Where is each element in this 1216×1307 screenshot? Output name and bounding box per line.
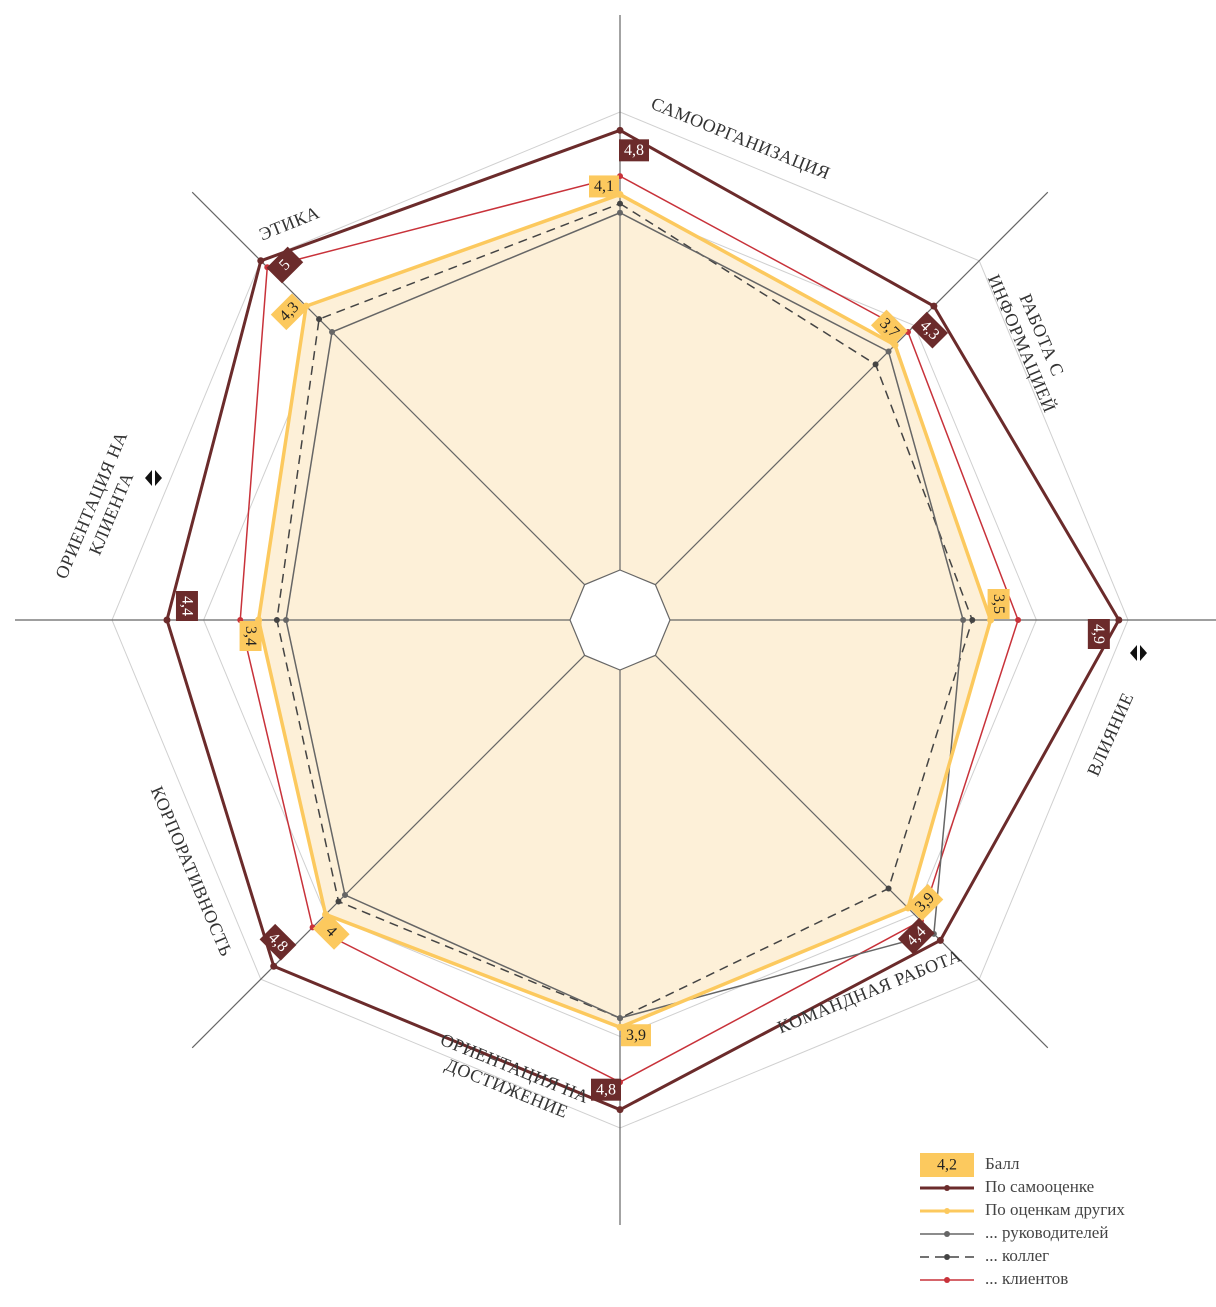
series-point bbox=[969, 617, 976, 623]
center-hole bbox=[569, 569, 671, 671]
series-line bbox=[276, 202, 974, 1019]
value-label: 4,1 bbox=[589, 175, 619, 198]
series-point bbox=[617, 200, 623, 207]
value-label-text: 4,4 bbox=[178, 596, 195, 616]
value-label: 4,8 bbox=[259, 923, 297, 961]
axis-label: КОРПОРАТИВНОСТЬ bbox=[147, 783, 237, 959]
value-label: 4 bbox=[312, 913, 350, 950]
series-point bbox=[616, 126, 624, 134]
legend-label: По самооценке bbox=[985, 1177, 1094, 1196]
series-point bbox=[617, 209, 623, 216]
value-label-box bbox=[270, 293, 308, 331]
value-label-box bbox=[591, 1078, 621, 1101]
series-point bbox=[1015, 617, 1022, 623]
value-label: 3,9 bbox=[621, 1024, 651, 1047]
value-label-box bbox=[870, 309, 908, 347]
axis-label: ОРИЕНТАЦИЯ НАКЛИЕНТА bbox=[51, 428, 151, 590]
value-label-box bbox=[621, 1024, 651, 1047]
legend-dot bbox=[944, 1208, 950, 1214]
value-label: 4,4 bbox=[175, 591, 198, 621]
value-label: 3,9 bbox=[906, 883, 944, 921]
series-point bbox=[1115, 616, 1123, 624]
series-point bbox=[930, 302, 938, 310]
value-label-box bbox=[589, 175, 619, 198]
legend-sample: 4,2 bbox=[937, 1157, 957, 1174]
value-label-box bbox=[1087, 619, 1110, 649]
series-point bbox=[872, 361, 879, 368]
series-point bbox=[273, 617, 280, 623]
value-label: 3,4 bbox=[239, 621, 262, 651]
value-label: 4,4 bbox=[897, 917, 935, 955]
value-label: 4,8 bbox=[619, 139, 649, 162]
value-label-text: 3,9 bbox=[626, 1027, 646, 1044]
value-label-box bbox=[987, 589, 1010, 619]
series-point bbox=[617, 1015, 623, 1022]
series-point bbox=[283, 617, 290, 623]
sort-icon bbox=[145, 470, 1147, 661]
series-point bbox=[936, 936, 944, 944]
legend-label: ... руководителей bbox=[985, 1223, 1108, 1242]
axis-label: ЭТИКА bbox=[256, 202, 322, 244]
legend-label: ... клиентов bbox=[985, 1269, 1068, 1288]
axis-label: САМООРГАНИЗАЦИЯ bbox=[648, 93, 833, 183]
value-label-text: 4,9 bbox=[1090, 624, 1107, 644]
legend-dot bbox=[944, 1185, 950, 1191]
value-label-box bbox=[897, 917, 935, 955]
value-label-box bbox=[312, 913, 350, 950]
value-label-text: 3,4 bbox=[242, 626, 259, 646]
series-point bbox=[335, 898, 342, 905]
value-label: 4,3 bbox=[911, 311, 949, 349]
axis-label: ВЛИЯНИЕ bbox=[1083, 690, 1137, 779]
series-point bbox=[270, 962, 278, 970]
value-label-box bbox=[239, 621, 262, 651]
axis-label: РАБОТА СИНФОРМАЦИЕЙ bbox=[984, 263, 1080, 415]
value-label-box bbox=[911, 311, 949, 349]
value-label: 3,5 bbox=[987, 589, 1010, 619]
series-point bbox=[885, 348, 892, 355]
legend-label: По оценкам других bbox=[985, 1200, 1125, 1219]
value-label-box bbox=[619, 139, 649, 162]
value-label-text: 4,8 bbox=[624, 142, 644, 159]
series-point bbox=[616, 1106, 624, 1114]
value-label-text: 4,8 bbox=[596, 1081, 616, 1098]
value-label-box bbox=[259, 923, 297, 961]
legend-swatch bbox=[920, 1153, 974, 1177]
value-label-box bbox=[266, 246, 304, 284]
legend-label: Балл bbox=[985, 1154, 1020, 1173]
series-point bbox=[885, 885, 892, 892]
legend-dot bbox=[944, 1277, 950, 1283]
axis-spoke bbox=[191, 654, 586, 1049]
value-label: 4,8 bbox=[591, 1078, 621, 1101]
value-label-text: 4,1 bbox=[594, 178, 614, 195]
legend-dot bbox=[944, 1231, 950, 1237]
value-label-text: 3,5 bbox=[990, 594, 1007, 614]
value-label-box bbox=[906, 883, 944, 921]
axis-label: КОМАНДНАЯ РАБОТА bbox=[775, 945, 965, 1037]
value-label: 4,9 bbox=[1087, 619, 1110, 649]
legend-label: ... коллег bbox=[985, 1246, 1049, 1265]
axis-spoke bbox=[654, 191, 1049, 586]
series-point bbox=[316, 316, 323, 323]
series-point bbox=[257, 257, 265, 265]
series-point bbox=[329, 329, 336, 336]
axis-spoke bbox=[654, 654, 1049, 1049]
value-label: 5 bbox=[266, 246, 304, 284]
series-point bbox=[960, 617, 967, 623]
axis-spoke bbox=[191, 191, 586, 586]
legend-dot bbox=[944, 1254, 950, 1260]
series-point bbox=[341, 892, 348, 899]
axis-label: ОРИЕНТАЦИЯ НАДОСТИЖЕНИЕ bbox=[430, 1029, 592, 1127]
value-label-box bbox=[175, 591, 198, 621]
series-point bbox=[163, 616, 171, 624]
